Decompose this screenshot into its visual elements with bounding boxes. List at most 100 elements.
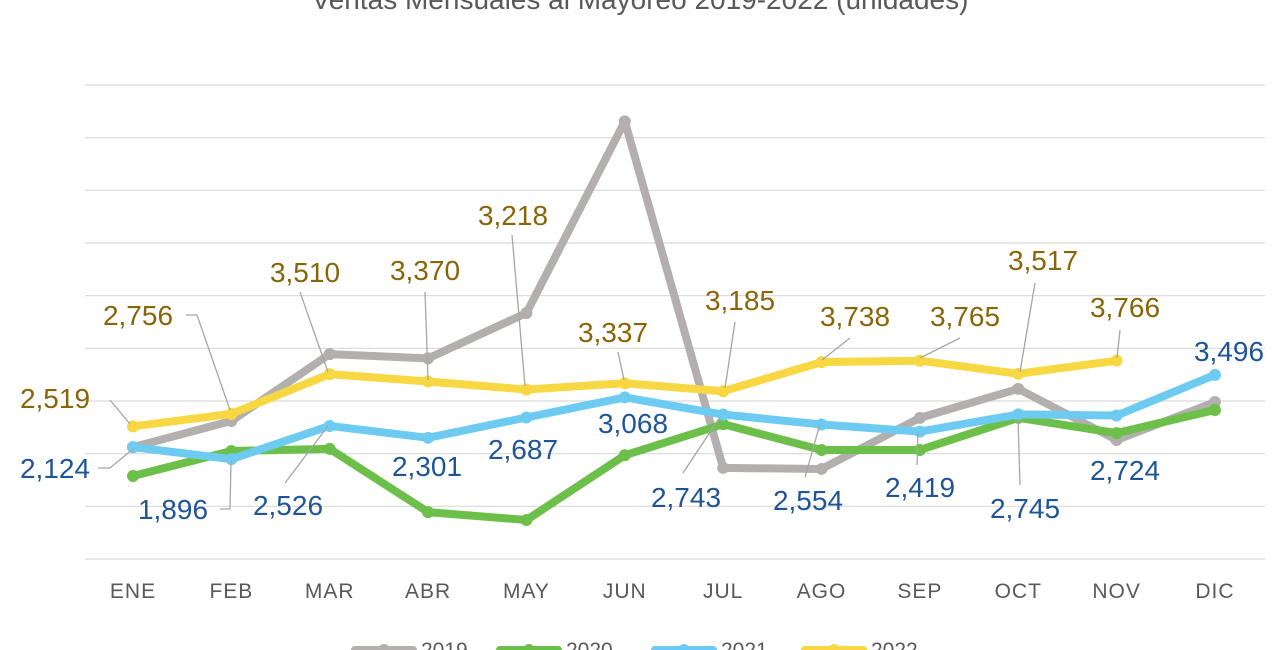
data-label-2022: 3,218 — [478, 200, 548, 231]
data-point-2022 — [1110, 354, 1123, 367]
data-point-2022 — [815, 356, 828, 369]
data-point-2022 — [225, 407, 238, 420]
x-tick-label: JUN — [603, 580, 647, 603]
data-label-2022: 2,519 — [20, 383, 90, 414]
data-label-2022: 3,370 — [390, 255, 460, 286]
leader-line — [1019, 282, 1036, 373]
data-label-2022: 3,765 — [930, 301, 1000, 332]
leader-line — [916, 431, 919, 466]
data-point-2019 — [1012, 382, 1025, 395]
leader-line — [220, 460, 232, 510]
data-point-2019 — [520, 307, 533, 320]
leader-line — [511, 234, 526, 387]
leader-line — [617, 351, 625, 381]
data-point-2019 — [815, 462, 828, 475]
legend-marker-2019 — [378, 644, 390, 650]
x-tick-label: ENE — [110, 580, 156, 603]
x-tick-label: FEB — [209, 580, 253, 603]
series-line-2019 — [129, 117, 1219, 473]
data-point-2020 — [913, 443, 926, 456]
x-tick-label: MAR — [305, 580, 355, 603]
x-tick-label: OCT — [995, 580, 1042, 603]
series-line-2020 — [129, 405, 1219, 525]
data-label-2021: 1,896 — [138, 494, 208, 525]
data-point-2021 — [520, 411, 533, 424]
data-point-2020 — [520, 514, 533, 527]
data-point-2020 — [127, 470, 139, 483]
data-label-2021: 2,687 — [488, 434, 558, 465]
data-label-2022: 3,510 — [270, 257, 340, 288]
legend-label: 2022 — [871, 639, 918, 650]
data-point-2021 — [913, 425, 926, 438]
series-line-2021 — [129, 370, 1219, 464]
legend-marker-2020 — [523, 644, 535, 650]
leader-line — [109, 399, 131, 425]
data-label-2021: 3,496 — [1194, 336, 1264, 367]
data-point-2021 — [1012, 408, 1025, 421]
x-tick-label: AGO — [797, 580, 847, 603]
x-tick-label: SEP — [897, 580, 942, 603]
data-point-2021 — [1110, 409, 1123, 422]
leader-line — [299, 291, 329, 373]
data-point-2020 — [422, 506, 435, 519]
leader-line — [1116, 329, 1121, 359]
data-label-2021: 2,419 — [885, 472, 955, 503]
data-point-2019 — [717, 461, 730, 474]
data-point-2021 — [1208, 368, 1221, 381]
legend-label: 2019 — [421, 639, 468, 650]
data-label-2021: 2,526 — [253, 490, 323, 521]
data-label-2022: 3,337 — [578, 317, 648, 348]
data-point-2019 — [422, 352, 435, 365]
data-point-2020 — [1208, 403, 1221, 416]
data-label-2021: 2,743 — [651, 482, 721, 513]
data-label-2021: 2,745 — [990, 493, 1060, 524]
data-label-2021: 2,554 — [773, 485, 843, 516]
chart-title: Ventas Mensuales al Mayoreo 2019-2022 (u… — [0, 0, 1280, 16]
data-label-2021: 2,724 — [1090, 455, 1160, 486]
data-point-2022 — [520, 383, 533, 396]
leader-line — [186, 314, 231, 411]
data-label-2022: 3,738 — [820, 301, 890, 332]
leader-line — [424, 291, 429, 381]
data-label-2022: 3,185 — [705, 285, 775, 316]
data-point-2021 — [422, 431, 435, 444]
leader-line — [821, 337, 851, 361]
data-point-2020 — [717, 418, 730, 431]
data-point-2021 — [225, 453, 238, 466]
data-label-2021: 2,301 — [392, 451, 462, 482]
data-point-2022 — [422, 375, 435, 388]
data-point-2021 — [127, 441, 139, 454]
data-label-2021: 3,068 — [598, 408, 668, 439]
data-label-2022: 2,756 — [103, 300, 173, 331]
x-tick-label: DIC — [1195, 580, 1234, 603]
x-tick-label: NOV — [1092, 580, 1141, 603]
data-label-2021: 2,124 — [20, 453, 90, 484]
legend-marker-2021 — [678, 644, 690, 650]
data-point-2022 — [717, 385, 730, 398]
data-point-2021 — [815, 418, 828, 431]
x-tick-label: ABR — [405, 580, 451, 603]
legend-marker-2022 — [828, 644, 840, 650]
data-point-2020 — [815, 443, 828, 456]
data-point-2022 — [1012, 367, 1025, 380]
data-point-2022 — [323, 368, 336, 381]
leader-line — [682, 416, 721, 474]
data-point-2020 — [1110, 427, 1123, 440]
data-label-2022: 3,766 — [1090, 292, 1160, 323]
data-point-2019 — [913, 411, 926, 424]
data-point-2021 — [323, 419, 336, 432]
leader-line — [1017, 417, 1021, 486]
data-point-2019 — [323, 348, 336, 361]
legend-label: 2021 — [721, 639, 768, 650]
x-tick-label: JUL — [703, 580, 743, 603]
leader-line — [98, 448, 134, 469]
leader-line — [919, 337, 961, 359]
leader-line — [804, 423, 821, 478]
data-point-2022 — [913, 354, 926, 367]
data-label-2022: 3,517 — [1008, 245, 1078, 276]
data-point-2019 — [618, 115, 631, 128]
data-point-2022 — [618, 377, 631, 390]
leader-line — [724, 321, 736, 389]
leader-line — [284, 425, 329, 484]
